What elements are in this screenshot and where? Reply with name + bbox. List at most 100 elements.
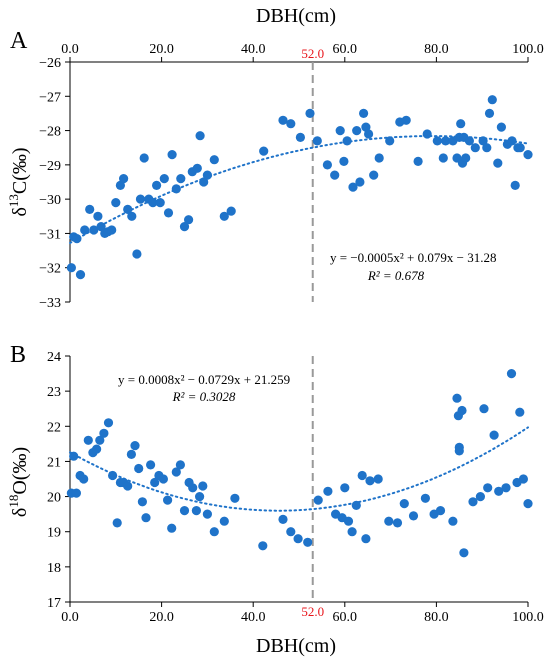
a-point-11 <box>107 225 117 235</box>
a-point-6 <box>89 225 99 235</box>
a-y-tick-label-2: −28 <box>39 125 61 140</box>
a-point-61 <box>413 156 423 166</box>
b-point-43 <box>303 537 313 547</box>
b-point-12 <box>112 518 122 528</box>
a-y-tick-label-7: −33 <box>39 296 61 311</box>
a-point-65 <box>441 136 451 146</box>
panel-a-r2: R² = 0.678 <box>367 268 425 283</box>
panel-b-y-title-rest: O(‰) <box>9 447 31 495</box>
a-x-tick-label-0: 0.0 <box>61 42 79 57</box>
b-point-9 <box>99 428 109 438</box>
b-point-50 <box>347 527 357 537</box>
a-point-34 <box>199 177 209 187</box>
b-y-tick-label-3: 21 <box>47 455 61 470</box>
b-point-42 <box>293 534 303 544</box>
b-point-48 <box>340 483 350 493</box>
panel-a-reference-label: 52.0 <box>301 46 324 61</box>
a-point-50 <box>348 182 358 192</box>
a-point-48 <box>339 156 349 166</box>
b-point-60 <box>420 493 430 503</box>
b-point-27 <box>171 467 181 477</box>
b-point-72 <box>479 404 489 414</box>
b-point-44 <box>313 495 323 505</box>
b-point-10 <box>103 418 114 428</box>
a-y-tick-label-6: −32 <box>39 262 61 277</box>
panel-a-points <box>66 95 533 280</box>
a-point-39 <box>259 146 269 156</box>
panel-a-trendline <box>69 134 529 244</box>
a-point-37 <box>219 211 229 221</box>
a-y-tick-label-5: −31 <box>39 227 61 242</box>
b-y-tick-label-6: 18 <box>47 561 61 576</box>
b-point-37 <box>219 516 229 526</box>
b-point-32 <box>191 506 201 516</box>
a-point-23 <box>155 198 165 208</box>
a-point-32 <box>192 163 202 173</box>
b-point-49 <box>343 516 354 526</box>
a-point-26 <box>167 150 177 160</box>
b-x-tick-label-1: 20.0 <box>149 610 174 625</box>
a-y-tick-label-1: −27 <box>39 90 61 105</box>
a-point-21 <box>148 198 158 208</box>
a-point-7 <box>93 211 103 221</box>
b-point-41 <box>286 527 296 537</box>
a-point-49 <box>342 136 352 146</box>
a-point-8 <box>96 222 106 232</box>
b-point-34 <box>198 481 208 491</box>
a-point-12 <box>111 198 121 208</box>
a-point-85 <box>515 143 525 153</box>
a-point-60 <box>401 115 411 125</box>
b-point-59 <box>408 511 419 521</box>
b-point-25 <box>163 495 173 505</box>
b-point-51 <box>351 500 361 510</box>
a-point-78 <box>487 95 497 105</box>
b-point-22 <box>150 477 160 488</box>
a-point-54 <box>361 122 371 132</box>
a-point-4 <box>80 225 90 235</box>
b-point-19 <box>137 497 147 507</box>
panel-b-x-axis-title: DBH(cm) <box>256 635 336 657</box>
b-point-63 <box>448 516 458 526</box>
b-point-64 <box>452 393 462 403</box>
panel-a-x-axis-title: DBH(cm) <box>256 5 336 27</box>
a-point-51 <box>352 126 362 136</box>
a-point-55 <box>364 129 374 139</box>
b-point-33 <box>195 492 205 502</box>
a-point-52 <box>355 177 365 187</box>
b-y-tick-label-7: 17 <box>47 596 61 611</box>
a-y-tick-label-4: −30 <box>39 193 61 208</box>
a-point-57 <box>374 153 384 163</box>
panel-a-y-tick-labels: −26 −27 −28 −29 −30 −31 −32 −33 <box>39 56 61 311</box>
a-point-5 <box>85 204 95 214</box>
panel-a-y-title-superscript: 13 <box>6 194 21 207</box>
a-point-44 <box>312 136 322 146</box>
a-point-58 <box>385 136 395 146</box>
a-point-29 <box>179 222 190 232</box>
b-point-8 <box>95 435 105 445</box>
a-point-76 <box>482 143 492 153</box>
a-point-15 <box>123 204 133 214</box>
a-point-41 <box>286 119 296 129</box>
b-y-tick-label-4: 20 <box>47 491 61 506</box>
b-point-1 <box>69 451 79 461</box>
a-point-2 <box>72 234 82 244</box>
a-point-56 <box>369 170 379 180</box>
b-point-58 <box>399 499 409 509</box>
b-point-76 <box>501 483 511 493</box>
b-point-71 <box>475 492 485 502</box>
b-point-35 <box>202 509 212 519</box>
a-y-tick-label-0: −26 <box>39 56 61 71</box>
a-point-42 <box>295 132 305 142</box>
panel-b-y-title-superscript: 18 <box>6 495 21 508</box>
panel-b-y-tick-labels: 24 23 22 21 20 19 18 17 <box>47 350 61 611</box>
b-point-5 <box>83 435 93 445</box>
b-point-52 <box>357 470 367 481</box>
panel-b-y-axis-title: δ18O(‰) <box>6 447 31 517</box>
a-x-tick-label-2: 40.0 <box>241 42 266 57</box>
a-point-75 <box>478 136 488 146</box>
a-point-27 <box>171 184 181 194</box>
a-point-0 <box>66 263 76 273</box>
a-point-25 <box>163 208 174 218</box>
a-point-86 <box>523 150 533 160</box>
